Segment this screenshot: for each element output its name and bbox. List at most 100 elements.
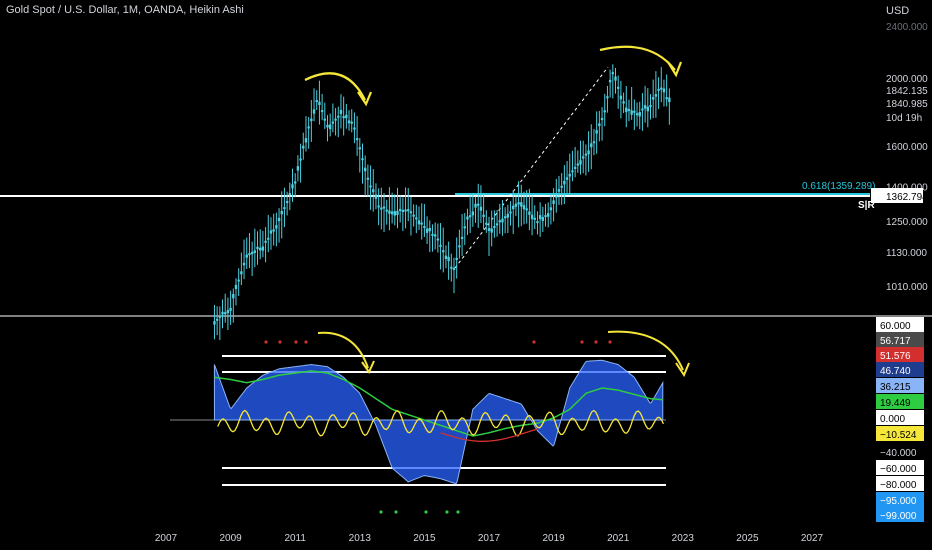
candle-body bbox=[240, 271, 243, 275]
candle-body bbox=[237, 279, 240, 282]
osc-dot-green bbox=[456, 510, 460, 514]
candle-body bbox=[337, 115, 340, 118]
time-tick-2019: 2019 bbox=[542, 533, 565, 544]
oscillator-signal-line bbox=[217, 409, 664, 437]
osc-arrow-left[interactable] bbox=[317, 331, 369, 369]
candle-body bbox=[261, 246, 265, 251]
price-axis: 2400.0002000.0001600.0001400.0001250.000… bbox=[871, 22, 928, 293]
candle-body bbox=[533, 217, 536, 220]
candle-body bbox=[668, 97, 671, 103]
candle-body bbox=[582, 156, 585, 159]
candle-body bbox=[525, 208, 528, 211]
osc-arrow-right[interactable] bbox=[607, 330, 684, 371]
candle-body bbox=[573, 166, 577, 169]
candle-body bbox=[617, 86, 620, 89]
candle-body bbox=[633, 110, 636, 113]
price-badge: 1362.794 bbox=[886, 192, 928, 203]
osc-dot-red bbox=[608, 340, 612, 344]
time-tick-2007: 2007 bbox=[155, 533, 178, 544]
time-tick-2025: 2025 bbox=[736, 533, 759, 544]
candle-body bbox=[218, 315, 222, 318]
candle-body bbox=[463, 226, 466, 229]
price-tick: 1010.000 bbox=[886, 282, 928, 293]
candle-body bbox=[350, 121, 353, 124]
candle-body bbox=[662, 88, 666, 93]
candle-body bbox=[415, 217, 418, 220]
candle-body bbox=[420, 222, 423, 225]
candle-body bbox=[294, 181, 297, 184]
time-axis: 2007 2009 2011 2013 2015 2017 2019 2021 2023 2025… bbox=[155, 533, 824, 544]
candle-body bbox=[487, 228, 491, 231]
osc-badge: 19.449 bbox=[880, 398, 911, 409]
osc-badge: 46.740 bbox=[880, 366, 911, 377]
candle-body bbox=[568, 173, 571, 177]
arrow-curve-left[interactable] bbox=[304, 72, 366, 101]
candle-body bbox=[544, 215, 547, 218]
osc-arrowhead-right bbox=[675, 362, 690, 378]
candle-body bbox=[229, 307, 232, 311]
chart-title: Gold Spot / U.S. Dollar, 1M, OANDA, Heik… bbox=[6, 4, 244, 16]
candle-body bbox=[245, 254, 248, 258]
candle-body bbox=[380, 207, 383, 210]
candle-body bbox=[444, 255, 448, 259]
osc-badge: −95.000 bbox=[880, 496, 917, 507]
candle-body bbox=[280, 210, 283, 215]
candle-body bbox=[275, 225, 278, 229]
candle-body bbox=[315, 100, 318, 103]
candle-body bbox=[603, 110, 606, 113]
candle-body bbox=[347, 120, 351, 124]
osc-badge: −80.000 bbox=[880, 480, 917, 491]
candle-body bbox=[622, 101, 625, 104]
candle-body bbox=[503, 216, 507, 219]
price-tick: 1600.000 bbox=[886, 142, 928, 153]
candle-body bbox=[272, 229, 275, 232]
candle-body bbox=[498, 220, 501, 223]
oscillator-main-area bbox=[213, 359, 664, 485]
osc-badge: 36.215 bbox=[880, 382, 911, 393]
osc-badge-bg bbox=[876, 347, 924, 362]
osc-badge-bg bbox=[876, 426, 924, 441]
candle-body bbox=[242, 262, 246, 266]
arrowhead-left bbox=[357, 91, 373, 107]
candle-body bbox=[291, 184, 294, 189]
candle-body bbox=[221, 311, 224, 315]
candle-body bbox=[296, 166, 300, 171]
osc-badge: 56.717 bbox=[880, 336, 911, 347]
osc-dot-red bbox=[304, 340, 308, 344]
candle-body bbox=[563, 180, 566, 185]
candle-body bbox=[455, 257, 458, 260]
candle-body bbox=[412, 214, 415, 217]
candle-body bbox=[334, 118, 337, 121]
oscillator-axis: 60.000 56.717 51.576 46.740 36.215 19.449 0.00… bbox=[876, 317, 924, 522]
candle-body bbox=[619, 95, 623, 100]
osc-dot-green bbox=[424, 510, 428, 514]
candle-body bbox=[358, 147, 361, 150]
osc-dot-red bbox=[278, 340, 282, 344]
candle-body bbox=[630, 110, 633, 115]
candle-body bbox=[374, 194, 378, 199]
sr-label: S|R bbox=[858, 200, 875, 211]
candle-body bbox=[590, 143, 593, 148]
time-tick-2027: 2027 bbox=[801, 533, 824, 544]
candle-body bbox=[611, 72, 615, 75]
candle-body bbox=[608, 79, 612, 83]
candle-body bbox=[215, 318, 219, 321]
time-tick-2021: 2021 bbox=[607, 533, 630, 544]
candle-body bbox=[509, 211, 512, 214]
candle-body bbox=[226, 310, 230, 314]
candle-body bbox=[565, 177, 569, 180]
candle-body bbox=[614, 76, 617, 81]
candle-body bbox=[283, 207, 286, 210]
candle-body bbox=[450, 266, 453, 269]
candle-body bbox=[423, 226, 426, 229]
candle-body bbox=[326, 124, 329, 128]
candle-body bbox=[277, 217, 281, 222]
candle-body bbox=[538, 215, 542, 220]
candle-body bbox=[490, 228, 493, 233]
candle-body bbox=[584, 153, 588, 156]
currency-label[interactable]: USD bbox=[886, 5, 910, 17]
trend-dashed-line[interactable] bbox=[454, 66, 609, 269]
candle-body bbox=[665, 97, 668, 100]
candle-body bbox=[479, 206, 483, 211]
candle-body bbox=[310, 118, 313, 122]
